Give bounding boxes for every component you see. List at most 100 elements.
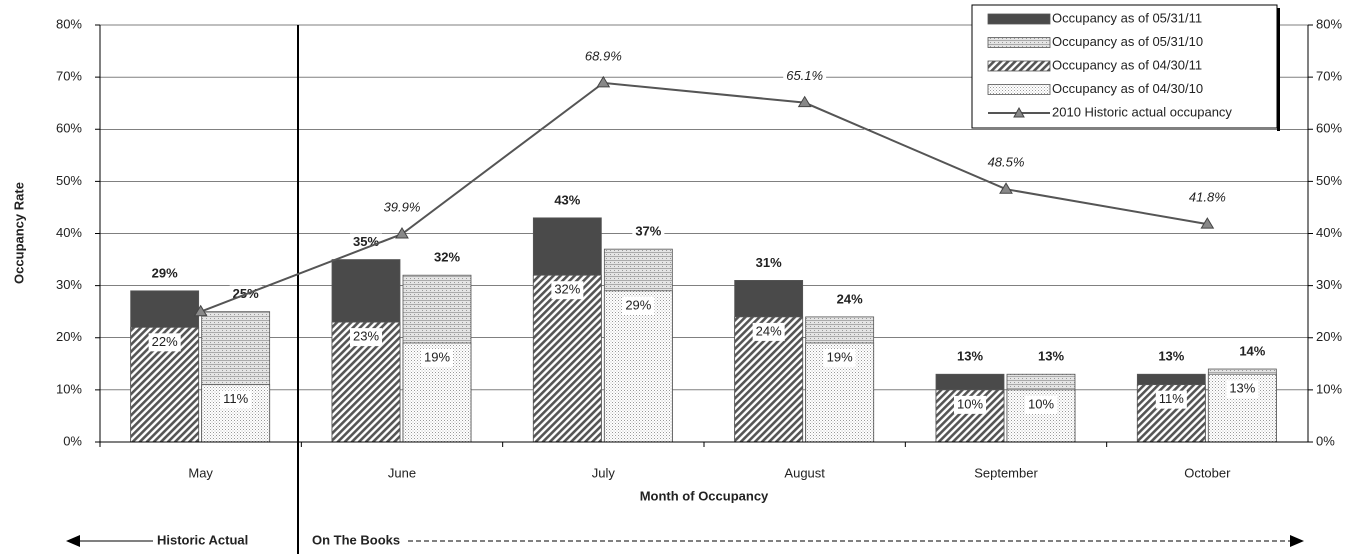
x-axis-label: Month of Occupancy	[640, 488, 769, 503]
y2-tick-label: 40%	[1316, 225, 1342, 240]
data-label: 31%	[756, 255, 782, 270]
data-label: 35%	[353, 234, 379, 249]
annotation: Historic Actual	[157, 532, 248, 547]
legend-label: Occupancy as of 05/31/11	[1052, 10, 1202, 25]
y-tick-label: 0%	[63, 433, 82, 448]
label-bg	[380, 199, 424, 218]
data-label: 32%	[554, 282, 580, 297]
data-label: 29%	[152, 265, 178, 280]
data-label: 11%	[223, 391, 248, 406]
data-label: 22%	[152, 334, 178, 349]
legend-swatch	[987, 13, 1051, 25]
legend-label: Occupancy as of 04/30/11	[1052, 57, 1202, 72]
x-tick-label: September	[974, 465, 1038, 480]
data-label: 24%	[837, 291, 863, 306]
legend-label: 2010 Historic actual occupancy	[1052, 104, 1232, 119]
data-label: 32%	[434, 250, 460, 265]
label-bg	[953, 348, 987, 367]
label-bg	[430, 249, 464, 268]
label-bg	[783, 67, 827, 86]
line	[200, 81, 1208, 313]
label-bg	[632, 223, 665, 242]
label-bg	[823, 348, 856, 367]
label-bg	[953, 395, 987, 414]
data-label: 41.8%	[1189, 190, 1226, 205]
legend-swatch	[987, 84, 1051, 95]
legend-label: Occupancy as of 05/31/10	[1052, 34, 1203, 49]
y2-tick-label: 60%	[1316, 121, 1342, 136]
data-label: 43%	[554, 192, 580, 207]
data-label: 48.5%	[988, 155, 1025, 170]
marker	[193, 304, 208, 317]
label-bg	[581, 47, 625, 66]
marker	[596, 75, 611, 88]
label-bg	[833, 290, 866, 309]
data-label: 14%	[1239, 343, 1265, 358]
label-bg	[148, 264, 181, 283]
label-bg	[1155, 348, 1188, 367]
bars	[130, 217, 1277, 443]
y-tick-label: 10%	[56, 381, 82, 396]
y-tick-label: 20%	[56, 329, 82, 344]
labels: 29%35%43%31%13% 13%25%32%37%24%13% 14%22% 2…	[148, 47, 1269, 414]
x-tick-label: June	[388, 465, 416, 480]
y2-tick-label: 70%	[1316, 69, 1342, 84]
y-tick-label: 70%	[56, 69, 82, 84]
data-label: 24%	[756, 323, 782, 338]
data-label: 29%	[625, 297, 651, 312]
label-bg	[1236, 343, 1269, 362]
bar	[532, 274, 602, 443]
label-bg	[349, 328, 383, 347]
y-tick-label: 60%	[56, 121, 82, 136]
legend-swatch	[987, 60, 1051, 72]
data-label: 37%	[635, 224, 661, 239]
arrow-head	[1290, 535, 1304, 547]
label-bg	[148, 333, 181, 352]
marker	[1200, 217, 1215, 229]
label-bg	[984, 154, 1028, 173]
bar	[603, 290, 673, 443]
annotation: On The Books	[312, 532, 400, 547]
data-label: 13%	[957, 349, 983, 364]
y2-tick-label: 80%	[1316, 16, 1342, 31]
x-tick-label: October	[1184, 465, 1231, 480]
y-tick-label: 40%	[56, 225, 82, 240]
label-bg	[1155, 390, 1187, 409]
arrow-head	[66, 535, 80, 547]
y2-tick-label: 20%	[1316, 329, 1342, 344]
y2-tick-label: 0%	[1316, 433, 1335, 448]
data-label: 23%	[353, 329, 379, 344]
y2-tick-label: 10%	[1316, 381, 1342, 396]
x-tick-label: July	[592, 465, 616, 480]
legend-shadow	[1277, 8, 1280, 131]
y2-tick-label: 30%	[1316, 277, 1342, 292]
marker	[999, 182, 1013, 194]
marker	[797, 95, 812, 108]
label-bg	[420, 348, 454, 367]
label-bg	[752, 322, 785, 341]
data-label: 65.1%	[786, 68, 823, 83]
legend-swatch	[987, 37, 1051, 48]
y-tick-label: 30%	[56, 277, 82, 292]
data-label: 11%	[1159, 391, 1184, 406]
data-label: 19%	[827, 349, 853, 364]
label-bg	[1185, 189, 1229, 208]
label-bg	[220, 390, 252, 409]
x-tick-label: August	[784, 465, 825, 480]
data-label: 10%	[1028, 396, 1054, 411]
label-bg	[1034, 348, 1068, 367]
label-bg	[622, 296, 655, 315]
data-label: 13%	[1229, 381, 1255, 396]
label-bg	[551, 191, 584, 210]
data-label: 19%	[424, 349, 450, 364]
legend-label: Occupancy as of 04/30/10	[1052, 81, 1203, 96]
label-bg	[1226, 380, 1259, 399]
marker	[395, 227, 409, 239]
legend-marker	[1013, 106, 1025, 118]
x-tick-label: May	[188, 465, 213, 480]
y-tick-label: 50%	[56, 173, 82, 188]
data-label: 13%	[1158, 349, 1184, 364]
data-label: 68.9%	[585, 48, 622, 63]
label-bg	[1024, 395, 1058, 414]
